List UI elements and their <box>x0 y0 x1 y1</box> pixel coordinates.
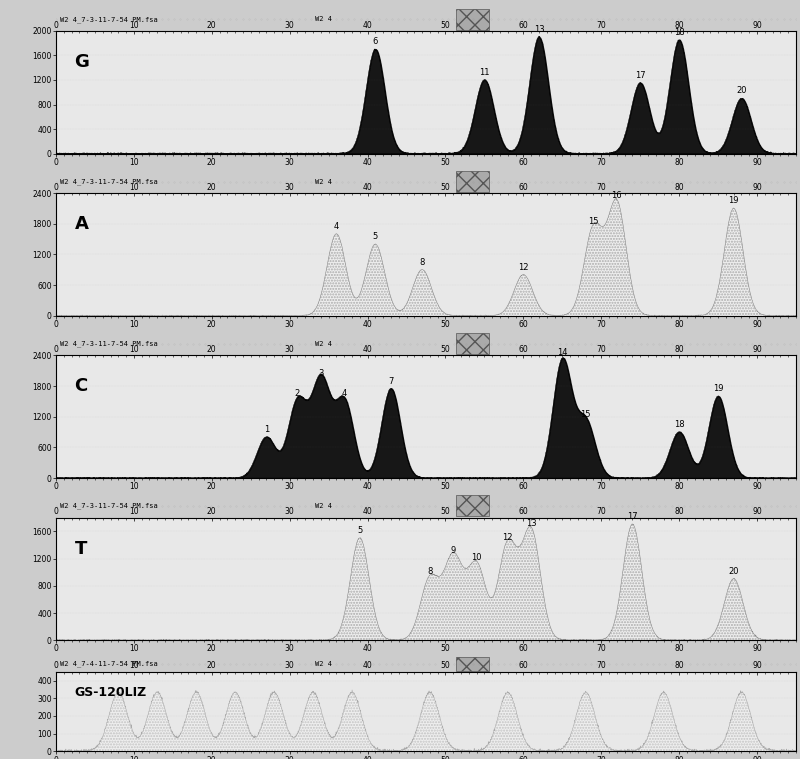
Text: 4: 4 <box>334 222 339 231</box>
Text: 20: 20 <box>736 87 746 96</box>
Text: 13: 13 <box>526 519 537 528</box>
Text: 15: 15 <box>581 410 591 419</box>
Text: W2 4_7-3-11-7-54 PM.fsa: W2 4_7-3-11-7-54 PM.fsa <box>60 341 158 347</box>
Bar <box>456 9 489 30</box>
Text: W2 4: W2 4 <box>315 503 332 509</box>
Text: 5: 5 <box>373 232 378 241</box>
Text: 7: 7 <box>388 376 394 386</box>
Text: 18: 18 <box>674 28 685 37</box>
Text: 17: 17 <box>635 71 646 80</box>
Text: 13: 13 <box>534 25 544 34</box>
Text: 3: 3 <box>318 369 323 378</box>
Text: W2 4_7-3-11-7-54 PM.fsa: W2 4_7-3-11-7-54 PM.fsa <box>60 16 158 23</box>
Text: 1: 1 <box>264 425 269 434</box>
Text: W2 4: W2 4 <box>315 341 332 347</box>
Text: T: T <box>74 540 87 558</box>
Bar <box>456 171 489 192</box>
Text: 4: 4 <box>342 389 347 398</box>
Text: 15: 15 <box>588 217 598 226</box>
Text: 11: 11 <box>479 68 490 77</box>
Text: 8: 8 <box>427 567 433 576</box>
Text: 17: 17 <box>627 512 638 521</box>
Text: W2 4: W2 4 <box>315 661 332 667</box>
Text: 18: 18 <box>674 420 685 429</box>
Bar <box>456 333 489 354</box>
Text: 19: 19 <box>713 384 723 393</box>
Bar <box>456 496 489 516</box>
Text: 12: 12 <box>518 263 529 272</box>
Text: 16: 16 <box>611 191 622 200</box>
Text: A: A <box>74 216 88 233</box>
Text: G: G <box>74 53 90 71</box>
Text: W2 4_7-3-11-7-54 PM.fsa: W2 4_7-3-11-7-54 PM.fsa <box>60 178 158 185</box>
Text: GS-120LIZ: GS-120LIZ <box>74 686 146 699</box>
Text: C: C <box>74 377 88 395</box>
Bar <box>456 657 489 671</box>
Text: W2 4_7-3-11-7-54 PM.fsa: W2 4_7-3-11-7-54 PM.fsa <box>60 502 158 509</box>
Text: 14: 14 <box>557 348 567 357</box>
Text: 8: 8 <box>419 258 425 266</box>
Text: 19: 19 <box>729 197 739 206</box>
Text: 12: 12 <box>502 533 513 542</box>
Text: 9: 9 <box>450 546 456 556</box>
Text: W2 4: W2 4 <box>315 178 332 184</box>
Text: 2: 2 <box>295 389 300 398</box>
Text: 20: 20 <box>729 567 739 576</box>
Text: 6: 6 <box>373 37 378 46</box>
Text: W2 4_7-4-11-7-54 PM.fsa: W2 4_7-4-11-7-54 PM.fsa <box>60 661 158 667</box>
Text: 10: 10 <box>471 553 482 562</box>
Text: W2 4: W2 4 <box>315 16 332 22</box>
Text: 5: 5 <box>357 526 362 535</box>
